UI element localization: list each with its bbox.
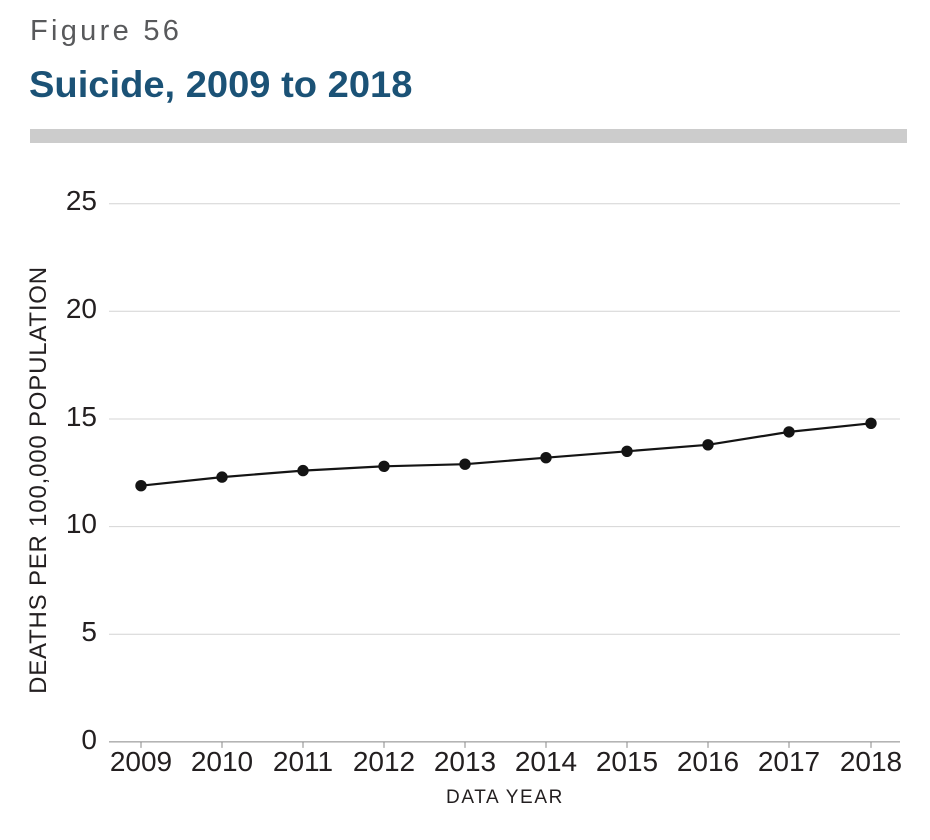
svg-text:10: 10 [66, 508, 97, 539]
svg-text:2010: 2010 [191, 746, 253, 777]
svg-text:DEATHS PER 100,000 POPULATION: DEATHS PER 100,000 POPULATION [25, 266, 52, 694]
svg-text:2015: 2015 [596, 746, 658, 777]
svg-text:2011: 2011 [273, 746, 333, 777]
svg-text:2014: 2014 [515, 746, 577, 777]
svg-text:2013: 2013 [434, 746, 496, 777]
svg-text:2012: 2012 [353, 746, 415, 777]
svg-text:0: 0 [81, 724, 97, 755]
svg-text:25: 25 [66, 185, 97, 216]
svg-text:2016: 2016 [677, 746, 739, 777]
svg-text:2018: 2018 [840, 746, 902, 777]
svg-text:5: 5 [81, 616, 97, 647]
svg-text:2009: 2009 [110, 746, 172, 777]
svg-text:2017: 2017 [758, 746, 820, 777]
svg-text:DATA YEAR: DATA YEAR [446, 787, 564, 808]
svg-text:15: 15 [66, 401, 97, 432]
svg-text:20: 20 [66, 293, 97, 324]
